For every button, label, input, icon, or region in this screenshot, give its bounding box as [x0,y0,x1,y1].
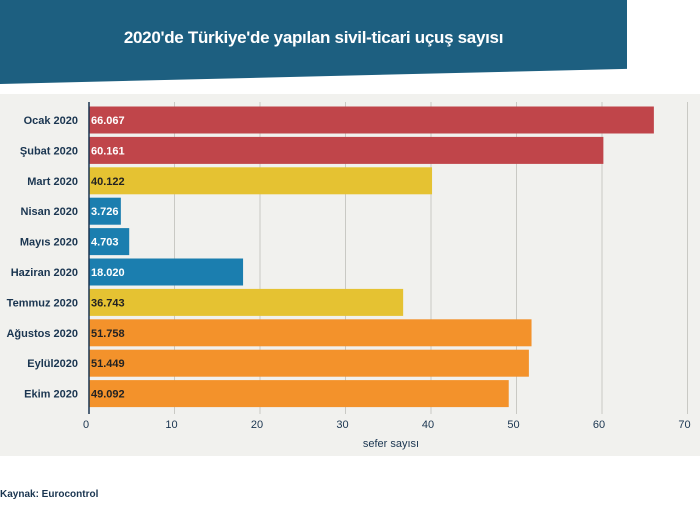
bar-chart: 0 10 20 30 40 50 60 70 Ocak 2020 66.067 Şubat 2020… [6,102,691,450]
bar [89,258,244,286]
data-label: 66.067 [91,115,125,127]
bar [89,380,509,408]
x-tick-label: 20 [251,419,263,431]
x-tick-label: 40 [422,419,434,431]
bar [89,228,130,256]
category-label: Ağustos 2020 [6,328,78,340]
data-label: 51.449 [91,358,125,370]
x-tick-label: 70 [678,419,690,431]
category-label: Şubat 2020 [20,145,78,157]
bar [89,197,121,225]
bar [89,167,433,195]
data-label: 4.703 [91,237,119,249]
category-label: Ocak 2020 [24,115,78,127]
bar [89,106,654,134]
data-label: 40.122 [91,176,125,188]
bar [89,288,404,316]
category-label: Mayıs 2020 [20,237,78,249]
category-label: Temmuz 2020 [7,297,78,309]
bar [89,136,604,164]
x-axis-title: sefer sayısı [363,438,419,450]
data-label: 3.726 [91,206,119,218]
data-label: 49.092 [91,389,125,401]
source-note: Kaynak: Eurocontrol [0,489,99,500]
data-label: 18.020 [91,267,125,279]
category-label: Ekim 2020 [24,389,78,401]
x-tick-label: 30 [336,419,348,431]
category-label: Eylül2020 [27,358,78,370]
bar [89,349,529,377]
plot-panel: 0 10 20 30 40 50 60 70 Ocak 2020 66.067 Şubat 2020… [0,94,700,456]
data-label: 60.161 [91,145,125,157]
x-tick-label: 0 [83,419,89,431]
chart-title: 2020'de Türkiye'de yapılan sivil-ticari … [123,28,504,47]
category-label: Nisan 2020 [21,206,78,218]
bar [89,319,532,347]
title-banner: 2020'de Türkiye'de yapılan sivil-ticari … [0,0,627,84]
data-label: 36.743 [91,297,125,309]
x-tick-label: 60 [593,419,605,431]
x-tick-label: 10 [165,419,177,431]
data-label: 51.758 [91,328,125,340]
x-tick-label: 50 [507,419,519,431]
category-label: Haziran 2020 [11,267,78,279]
category-label: Mart 2020 [27,176,78,188]
